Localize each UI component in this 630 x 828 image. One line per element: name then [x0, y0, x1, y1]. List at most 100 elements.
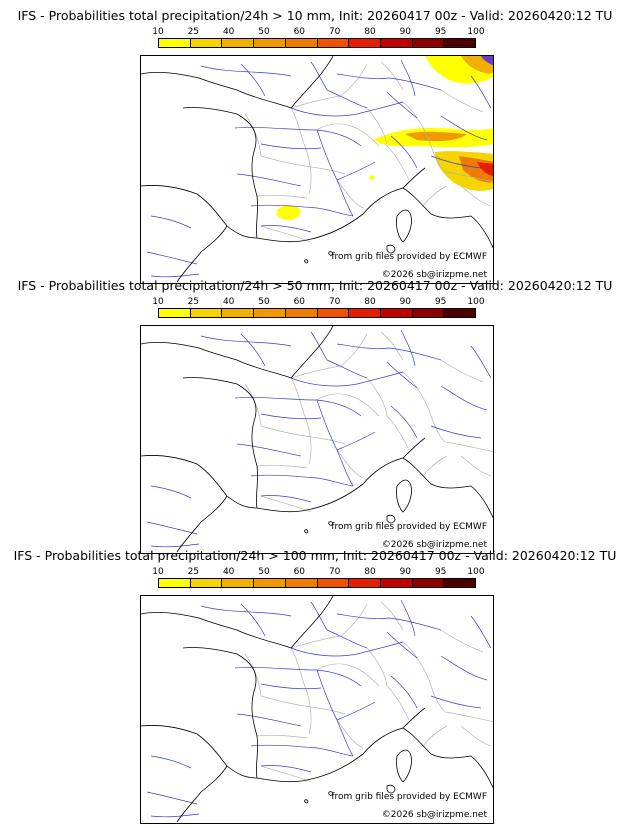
colorbar-tick-label: 95 — [434, 297, 447, 307]
admin-border — [366, 377, 388, 417]
colorbar-tick-label: 50 — [258, 567, 270, 577]
river — [260, 413, 322, 420]
admin-border — [340, 603, 368, 637]
colorbar-tick-label: 40 — [222, 297, 235, 307]
island-coastline — [386, 244, 396, 254]
river — [146, 521, 198, 535]
colorbar-swatch — [412, 579, 445, 587]
river — [260, 683, 322, 690]
river — [290, 101, 404, 117]
island-coastline — [328, 521, 334, 526]
admin-border — [402, 101, 446, 173]
colorbar-swatch — [159, 309, 191, 317]
admin-border — [256, 734, 308, 739]
colorbar-swatch — [190, 579, 223, 587]
colorbar-swatch — [222, 39, 255, 47]
colorbar-swatch — [380, 39, 413, 47]
admin-border — [260, 225, 312, 243]
coastline — [176, 225, 228, 283]
colorbar-tick-label: 60 — [293, 27, 306, 37]
map-frame: from grib files provided by ECMWF ©2026 s… — [140, 55, 494, 284]
coastline — [256, 727, 493, 789]
island-coastline — [386, 514, 396, 524]
river — [400, 329, 416, 367]
credit-source: from grib files provided by ECMWF — [331, 792, 487, 802]
colorbar-tick-label: 60 — [293, 567, 306, 577]
river — [390, 135, 418, 169]
map-canvas — [141, 326, 493, 553]
panel-title: IFS - Probabilities total precipitation/… — [17, 278, 613, 293]
colorbar-swatch — [444, 579, 476, 587]
colorbar-tick-label: 100 — [467, 27, 485, 37]
admin-border — [290, 635, 342, 649]
admin-border — [290, 107, 312, 195]
island-coastline — [396, 479, 412, 513]
colorbar-swatch — [349, 39, 381, 47]
precip-area-pyrenees — [276, 205, 301, 220]
admin-border — [386, 145, 410, 181]
river — [386, 361, 418, 389]
river — [336, 343, 442, 361]
river — [470, 75, 492, 109]
admin-border — [316, 393, 380, 417]
river — [234, 397, 362, 417]
admin-border — [444, 441, 493, 452]
coastline — [402, 437, 426, 459]
map-frame: from grib files provided by ECMWF ©2026 s… — [140, 595, 494, 824]
river — [260, 765, 312, 773]
colorbar-swatch — [412, 309, 445, 317]
admin-border — [386, 685, 410, 721]
river — [234, 667, 362, 687]
colorbar-labels: 10 25 40 50 60 70 80 90 95 100 — [152, 297, 484, 307]
admin-border — [440, 359, 484, 383]
river — [430, 695, 482, 709]
admin-border — [260, 155, 346, 175]
river — [326, 89, 368, 109]
river — [260, 495, 312, 503]
coastline — [141, 71, 292, 109]
river — [316, 129, 354, 217]
coastline — [290, 596, 334, 649]
colorbar-tick-label: 10 — [152, 297, 164, 307]
river — [200, 65, 292, 77]
river — [440, 115, 488, 141]
colorbar-tick-label: 70 — [328, 297, 341, 307]
colorbar-swatch — [285, 579, 318, 587]
admin-border — [336, 719, 364, 749]
river — [440, 385, 488, 411]
admin-border — [402, 641, 446, 713]
precip-area-southeast-core — [459, 156, 493, 183]
river — [336, 161, 376, 181]
admin-border — [336, 179, 364, 209]
colorbar-tick-label: 70 — [328, 567, 341, 577]
admin-border — [316, 123, 380, 147]
admin-border — [260, 495, 312, 513]
coastline — [182, 107, 258, 239]
colorbar-swatch — [444, 39, 476, 47]
river — [430, 425, 482, 439]
colorbar-tick-label: 90 — [399, 297, 412, 307]
admin-border — [444, 711, 493, 722]
precip-area-northeast-peak — [481, 56, 493, 66]
colorbar-swatch — [254, 579, 286, 587]
colorbar-tick-label: 95 — [434, 567, 447, 577]
river — [250, 744, 354, 757]
coastline — [182, 647, 258, 779]
river — [236, 173, 302, 187]
coastline — [290, 326, 334, 379]
colorbar-swatch — [159, 579, 191, 587]
colorbar-tick-label: 10 — [152, 27, 164, 37]
panel-title: IFS - Probabilities total precipitation/… — [17, 8, 613, 23]
river — [250, 474, 354, 487]
river — [440, 655, 488, 681]
island-coastline — [328, 251, 334, 256]
admin-border — [260, 425, 346, 445]
river — [336, 73, 442, 91]
map-canvas — [141, 596, 493, 823]
river — [234, 127, 362, 147]
river — [236, 713, 302, 727]
island-coastline — [396, 209, 412, 243]
admin-border — [422, 455, 448, 477]
admin-border — [316, 663, 380, 687]
river — [150, 755, 192, 769]
